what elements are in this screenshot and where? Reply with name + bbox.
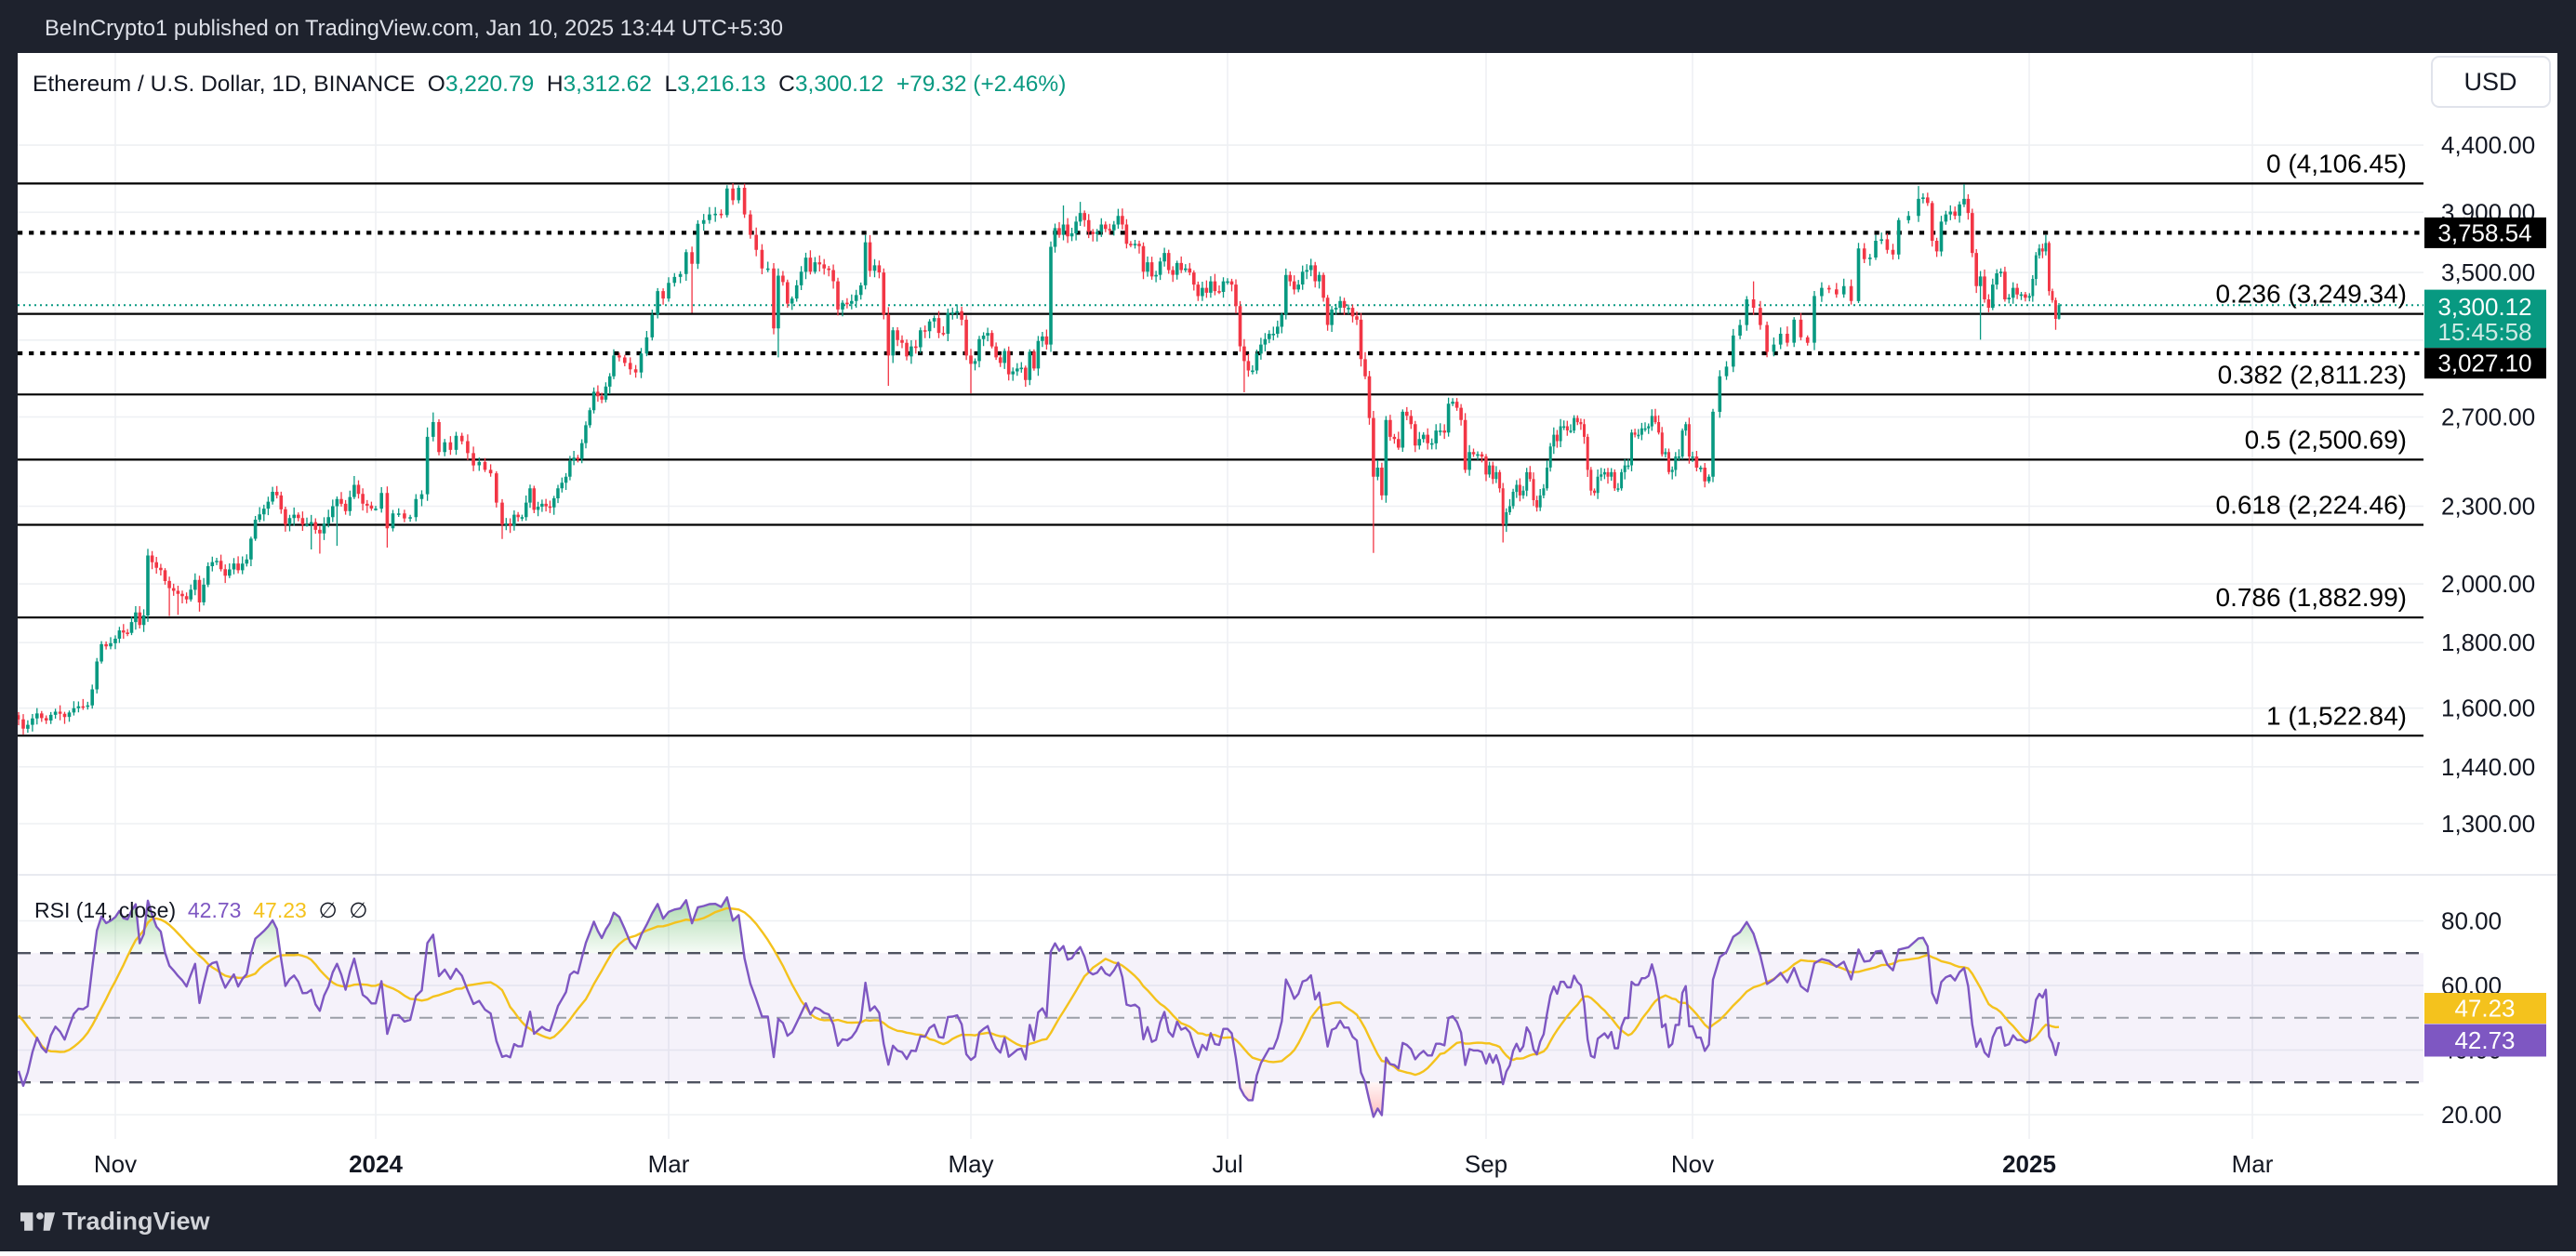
- svg-text:2024: 2024: [349, 1150, 403, 1178]
- svg-text:20.00: 20.00: [2441, 1101, 2502, 1129]
- svg-text:4,400.00: 4,400.00: [2441, 131, 2535, 159]
- svg-text:3,027.10: 3,027.10: [2437, 350, 2531, 377]
- svg-text:BeInCrypto1 published on Tradi: BeInCrypto1 published on TradingView.com…: [45, 16, 783, 41]
- svg-text:0 (4,106.45): 0 (4,106.45): [2266, 149, 2407, 178]
- svg-text:RSI (14, close) 42.73 47.23: RSI (14, close) 42.73 47.23 ∅ ∅: [34, 898, 367, 922]
- svg-text:1 (1,522.84): 1 (1,522.84): [2266, 701, 2407, 730]
- svg-text:0.236 (3,249.34): 0.236 (3,249.34): [2216, 280, 2408, 309]
- svg-text:Nov: Nov: [1671, 1150, 1714, 1178]
- svg-text:TradingView: TradingView: [62, 1208, 211, 1236]
- svg-text:3,758.54: 3,758.54: [2437, 218, 2531, 246]
- svg-text:15:45:58: 15:45:58: [2437, 318, 2531, 346]
- svg-text:42.73: 42.73: [2454, 1026, 2515, 1054]
- svg-text:1,440.00: 1,440.00: [2441, 753, 2535, 781]
- svg-text:Mar: Mar: [2232, 1150, 2274, 1178]
- svg-text:3,300.12: 3,300.12: [2437, 293, 2531, 321]
- svg-text:Nov: Nov: [94, 1150, 137, 1178]
- svg-text:0.382 (2,811.23): 0.382 (2,811.23): [2218, 360, 2407, 389]
- svg-text:0.5 (2,500.69): 0.5 (2,500.69): [2245, 425, 2407, 454]
- svg-text:0.786 (1,882.99): 0.786 (1,882.99): [2216, 583, 2408, 612]
- svg-text:2,300.00: 2,300.00: [2441, 493, 2535, 521]
- svg-text:3,500.00: 3,500.00: [2441, 258, 2535, 286]
- svg-text:1,800.00: 1,800.00: [2441, 628, 2535, 656]
- svg-text:1,600.00: 1,600.00: [2441, 694, 2535, 722]
- svg-text:1,300.00: 1,300.00: [2441, 810, 2535, 838]
- svg-text:Jul: Jul: [1212, 1150, 1242, 1178]
- svg-text:May: May: [948, 1150, 993, 1178]
- svg-text:2,700.00: 2,700.00: [2441, 403, 2535, 431]
- svg-text:2025: 2025: [2002, 1150, 2056, 1178]
- svg-text:80.00: 80.00: [2441, 907, 2502, 935]
- svg-text:2,000.00: 2,000.00: [2441, 570, 2535, 598]
- svg-text:USD: USD: [2463, 68, 2516, 96]
- svg-text:Mar: Mar: [648, 1150, 690, 1178]
- svg-text:0.618 (2,224.46): 0.618 (2,224.46): [2216, 491, 2408, 520]
- svg-text:Sep: Sep: [1465, 1150, 1507, 1178]
- svg-text:Ethereum / U.S. Dollar, 1D, BI: Ethereum / U.S. Dollar, 1D, BINANCE O3,2…: [33, 72, 1066, 97]
- svg-text:47.23: 47.23: [2454, 995, 2515, 1023]
